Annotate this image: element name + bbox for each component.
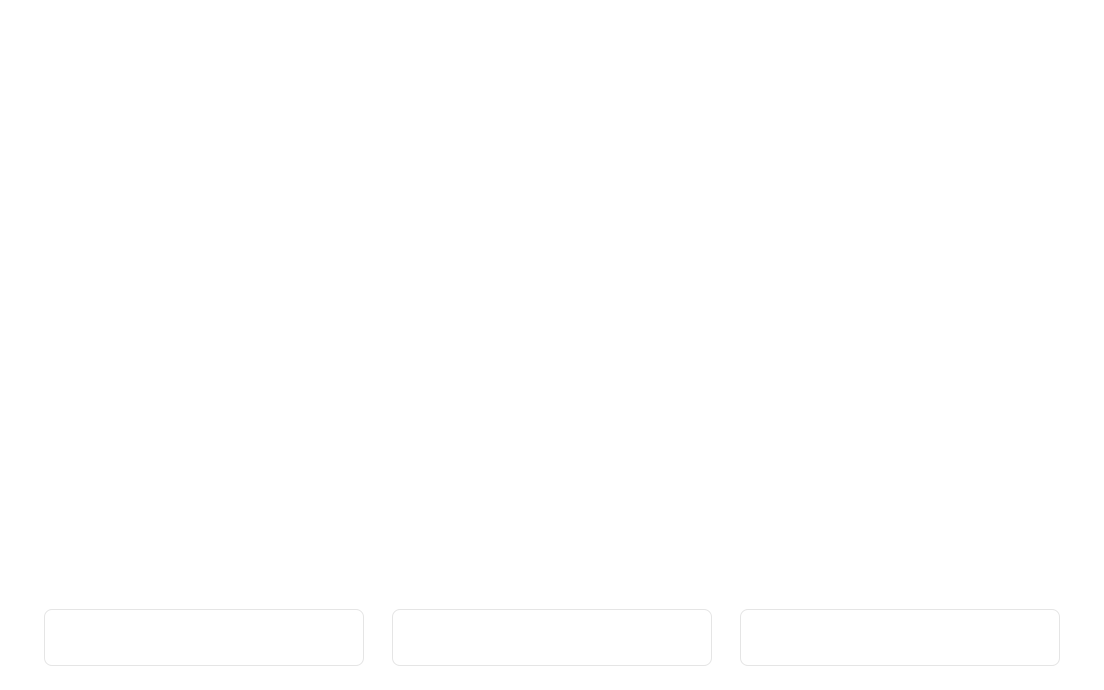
legend-row xyxy=(0,609,1104,666)
legend-card-min xyxy=(44,609,364,666)
legend-dot-min xyxy=(196,632,205,641)
gauge-colored-arc xyxy=(52,10,1052,550)
gauge-svg xyxy=(52,10,1052,550)
legend-card-avg xyxy=(392,609,712,666)
legend-dot-avg xyxy=(544,632,553,641)
legend-card-max xyxy=(740,609,1060,666)
legend-dot-max xyxy=(892,632,901,641)
gauge-chart xyxy=(52,10,1052,550)
